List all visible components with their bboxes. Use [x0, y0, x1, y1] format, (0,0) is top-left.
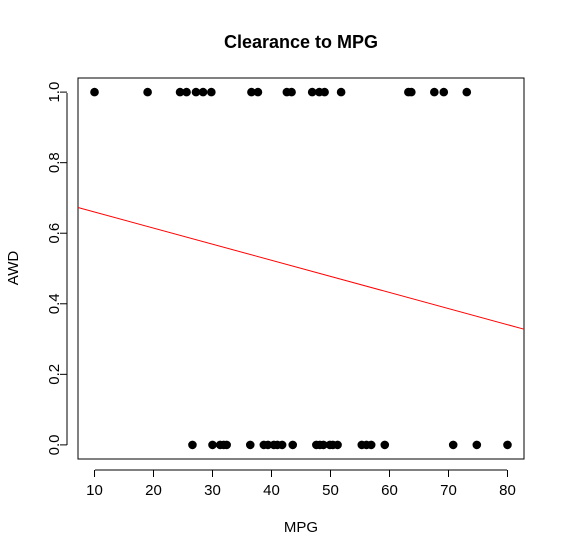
chart-title: Clearance to MPG	[224, 32, 378, 52]
data-point	[277, 440, 287, 450]
data-point	[287, 87, 296, 97]
data-point	[143, 87, 152, 97]
x-tick-label: 80	[499, 482, 516, 499]
data-point	[320, 87, 329, 97]
data-point	[472, 440, 482, 450]
data-point	[407, 87, 416, 97]
x-tick-label: 20	[145, 482, 162, 499]
data-point	[191, 87, 201, 97]
data-point	[208, 440, 217, 450]
data-point	[253, 87, 263, 97]
data-point	[336, 87, 346, 97]
data-point	[247, 87, 256, 97]
data-point	[245, 440, 255, 450]
plot-frame	[77, 77, 525, 460]
x-tick-label: 10	[86, 482, 103, 499]
x-axis-label: MPG	[284, 519, 318, 536]
data-point	[222, 440, 231, 450]
x-axis-ticks: 10 20 30 40 50 60 70 80	[86, 470, 516, 499]
fit-line-layer	[77, 206, 525, 330]
x-tick-label: 40	[263, 482, 280, 499]
x-tick-label: 50	[322, 482, 339, 499]
data-point	[175, 87, 185, 97]
data-point	[366, 440, 376, 450]
data-point	[198, 87, 208, 97]
data-point	[448, 440, 458, 450]
data-point	[288, 440, 298, 450]
y-tick-label: 0.4	[46, 293, 63, 314]
data-point	[90, 87, 99, 97]
y-tick-label: 1.0	[46, 82, 63, 103]
data-point	[380, 440, 390, 450]
x-tick-label: 60	[381, 482, 398, 499]
data-point	[319, 440, 328, 450]
data-point	[263, 440, 273, 450]
x-tick-label: 70	[440, 482, 457, 499]
x-tick-label: 30	[204, 482, 221, 499]
data-point	[207, 87, 216, 97]
y-tick-label: 0.6	[46, 223, 63, 244]
data-point	[503, 440, 512, 450]
y-tick-label: 0.8	[46, 152, 63, 173]
data-point	[333, 440, 342, 450]
fit-line	[77, 206, 525, 330]
y-tick-label: 0.2	[46, 364, 63, 385]
data-point	[439, 87, 449, 97]
y-axis-label: AWD	[5, 251, 22, 286]
y-axis-ticks: 0.0 0.2 0.4 0.6 0.8 1.0	[46, 82, 67, 455]
scatter-points	[90, 87, 512, 450]
data-point	[430, 87, 439, 97]
data-point	[182, 87, 191, 97]
data-point	[188, 440, 197, 450]
data-point	[462, 87, 472, 97]
y-tick-label: 0.0	[46, 434, 63, 455]
data-point	[307, 87, 317, 97]
